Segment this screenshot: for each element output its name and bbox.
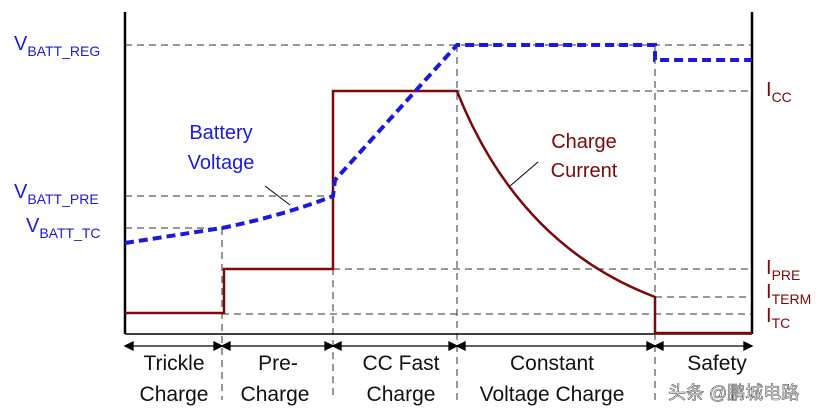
phase-pre-line1: Pre-	[258, 352, 298, 375]
horizontal-guides	[125, 44, 752, 315]
label-vbatt-reg: VBATT_REG	[14, 33, 100, 59]
phase-trickle-line2: Charge	[140, 383, 209, 406]
phase-safety-line1: Safety	[687, 352, 747, 375]
arrowhead	[646, 340, 657, 352]
arrowhead	[123, 340, 134, 352]
phase-constant-line1: Constant	[510, 352, 594, 375]
label-vbatt-pre: VBATT_PRE	[14, 181, 99, 207]
arrowhead	[324, 340, 335, 352]
current-leader-line	[509, 161, 539, 187]
label-vbatt-tc: VBATT_TC	[26, 215, 101, 241]
arrowhead	[743, 340, 754, 352]
arrowhead	[213, 340, 224, 352]
arrowhead	[220, 340, 231, 352]
phase-pre-line2: Charge	[241, 383, 310, 406]
phase-cc-fast-line1: CC Fast	[362, 352, 439, 375]
label-icc: ICC	[766, 79, 792, 105]
label-iterm: ITERM	[766, 281, 811, 307]
battery-voltage-label-line2: Voltage	[188, 152, 255, 174]
label-itc: ITC	[766, 305, 790, 331]
phase-trickle-line1: Trickle	[143, 352, 204, 375]
arrowhead	[331, 340, 342, 352]
phase-constant-line2: Voltage Charge	[480, 383, 625, 406]
label-ipre: IPRE	[766, 257, 800, 283]
vertical-guides	[221, 45, 656, 400]
charge-current-label-line2: Current	[551, 160, 618, 182]
arrowhead	[455, 340, 466, 352]
phase-cc-fast-line2: Charge	[367, 383, 436, 406]
charge-current-label-line1: Charge	[551, 131, 617, 153]
voltage-leader-line	[264, 185, 291, 206]
charge-current-curve	[125, 89, 752, 335]
battery-voltage-label-line1: Battery	[189, 122, 252, 144]
arrowhead	[653, 340, 664, 352]
phase-arrows	[123, 340, 754, 352]
battery-voltage-curve	[124, 43, 752, 245]
watermark: 头条 @鹏城电路	[668, 383, 799, 403]
arrowhead	[448, 340, 459, 352]
